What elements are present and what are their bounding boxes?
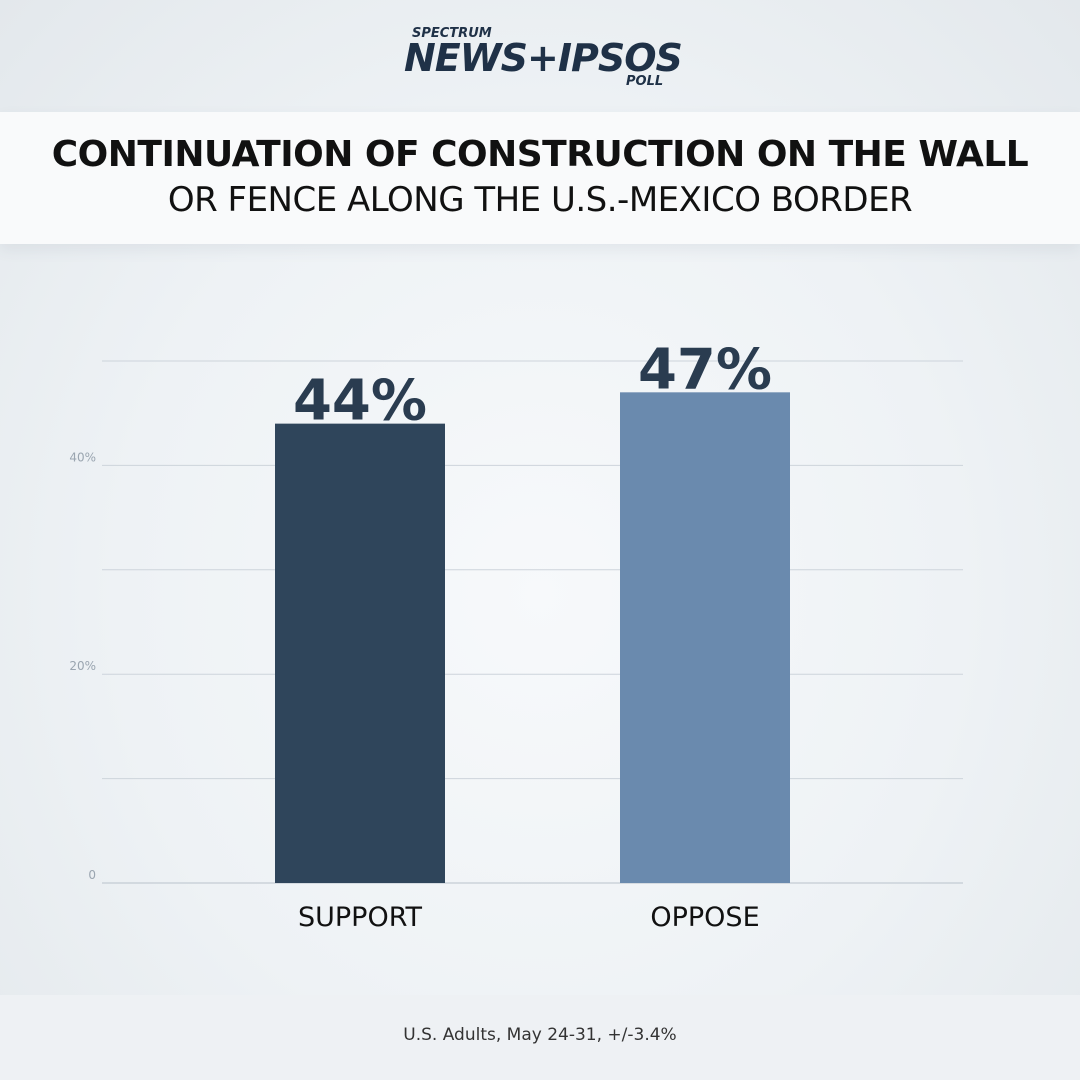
chart-title: CONTINUATION OF CONSTRUCTION ON THE WALL <box>51 134 1029 175</box>
y-tick-label: 40% <box>69 450 96 464</box>
bars <box>275 392 790 883</box>
brand-main: NEWS+IPSOS <box>404 36 683 80</box>
bar-oppose <box>620 392 790 883</box>
category-label-oppose: OPPOSE <box>650 902 759 933</box>
brand-logo: SPECTRUM NEWS+IPSOS POLL <box>0 22 1080 102</box>
data-labels: 44% 47% <box>293 337 772 433</box>
category-label-support: SUPPORT <box>298 902 423 933</box>
data-label-support: 44% <box>293 369 427 434</box>
data-label-oppose: 47% <box>638 337 772 402</box>
brand-top: SPECTRUM <box>412 26 492 41</box>
y-axis-ticks: 0 20% 40% <box>69 450 96 882</box>
footer-note: U.S. Adults, May 24-31, +/-3.4% <box>403 1025 677 1045</box>
brand-sub: POLL <box>626 74 664 89</box>
y-tick-label: 20% <box>69 659 96 673</box>
y-tick-label: 0 <box>88 868 96 882</box>
grid-lines <box>102 360 963 884</box>
bar-support <box>275 423 445 883</box>
category-labels: SUPPORT OPPOSE <box>298 902 760 933</box>
chart-subtitle: OR FENCE ALONG THE U.S.-MEXICO BORDER <box>167 180 913 220</box>
title-band: CONTINUATION OF CONSTRUCTION ON THE WALL… <box>0 112 1080 244</box>
footer: U.S. Adults, May 24-31, +/-3.4% <box>0 995 1080 1080</box>
